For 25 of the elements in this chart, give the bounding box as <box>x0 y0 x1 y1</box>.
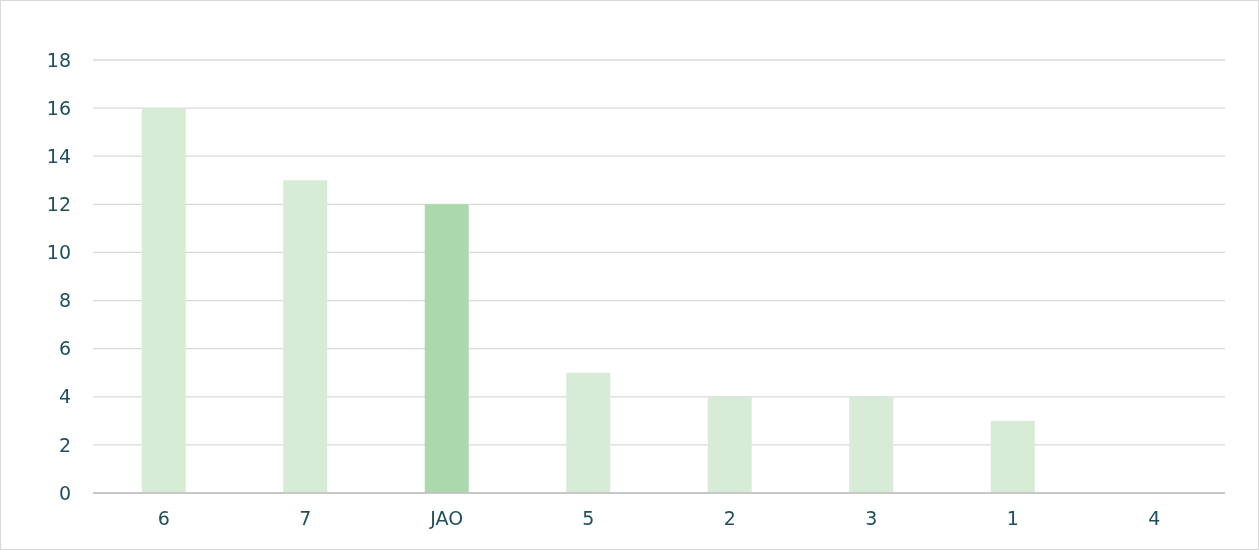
bar <box>424 204 469 493</box>
bar <box>990 420 1035 493</box>
y-tick-label: 0 <box>58 481 71 504</box>
x-tick-label: 5 <box>582 507 595 529</box>
y-tick-label: 10 <box>46 241 71 264</box>
y-tick-label: 16 <box>46 96 71 119</box>
y-tick-label: 4 <box>58 385 71 408</box>
bar <box>707 396 752 493</box>
y-tick-label: 18 <box>46 48 71 71</box>
y-tick-label: 8 <box>58 289 71 312</box>
y-tick-label: 2 <box>58 433 71 456</box>
x-tick-label: 3 <box>865 507 878 529</box>
bar <box>566 372 611 493</box>
y-tick-label: 14 <box>46 144 71 167</box>
x-tick-label: 1 <box>1006 507 1019 529</box>
bar <box>849 396 894 493</box>
x-tick-label: JAO <box>429 507 464 529</box>
bar <box>283 180 328 493</box>
x-tick-label: 7 <box>299 507 312 529</box>
y-tick-label: 12 <box>46 192 71 215</box>
x-tick-label: 4 <box>1148 507 1161 529</box>
x-tick-label: 2 <box>723 507 736 529</box>
y-tick-label: 6 <box>58 337 71 360</box>
x-tick-label: 6 <box>157 507 170 529</box>
bar <box>141 108 186 493</box>
